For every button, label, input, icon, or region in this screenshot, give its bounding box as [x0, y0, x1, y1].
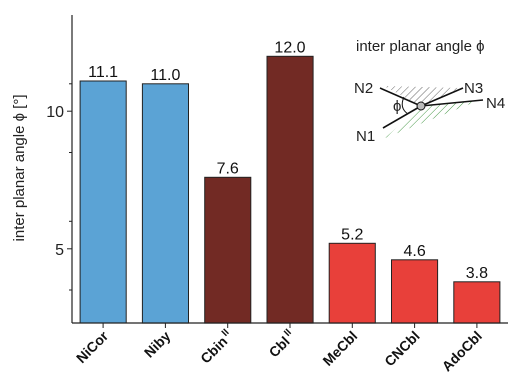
n3-bond [420, 87, 464, 107]
upper-plane-hatch [384, 86, 460, 106]
metal-atom [416, 101, 426, 111]
data-label-nicor: 11.1 [88, 64, 118, 81]
label-n4: N4 [486, 95, 505, 112]
data-label-cbin: 7.6 [217, 160, 239, 177]
bar-cbin [204, 176, 252, 324]
label-phi: ϕ [393, 98, 401, 115]
inset-title: inter planar angle ϕ [356, 38, 484, 55]
data-label-cbl: 12.0 [274, 39, 305, 56]
phi-arc [401, 96, 409, 115]
x-tick-label-nicor: NiCor [73, 327, 112, 366]
bar-adocbl [453, 281, 501, 324]
n4-bond [420, 99, 484, 107]
x-tick-label-cbl: CblII [265, 327, 298, 360]
x-labels-group: NiCor Niby CbinII CblII MeCbl CNCbl AdoCbl [73, 323, 485, 374]
x-tick-label-mecbl: MeCbl [319, 328, 360, 369]
label-n1: N1 [356, 128, 375, 145]
y-tick-label: 5 [55, 242, 64, 259]
bar-mecbl [328, 242, 376, 324]
n1-bond [382, 105, 422, 129]
data-labels-group: 11.1 11.0 7.6 12.0 5.2 4.6 3.8 [88, 39, 488, 281]
label-n3: N3 [464, 80, 483, 97]
label-n2: N2 [354, 80, 373, 97]
y-axis-title: inter planar angle ϕ [°] [11, 95, 28, 242]
bar-cncbl [391, 259, 439, 324]
n2-bond [379, 87, 422, 107]
y-tick-label: 10 [46, 104, 64, 121]
bar-niby [141, 83, 189, 324]
data-label-adocbl: 3.8 [466, 265, 488, 282]
x-tick-label-cbin: CbinII [196, 327, 236, 367]
x-tick-label-adocbl: AdoCbl [439, 328, 486, 375]
x-tick-label-cncbl: CNCbl [381, 328, 423, 370]
y-ticks-group: 5 10 [46, 83, 72, 291]
bar-cbl [266, 55, 314, 324]
lower-plane-hatch [385, 100, 480, 138]
data-label-niby: 11.0 [150, 67, 180, 84]
bars-group [79, 55, 501, 324]
x-tick-label-niby: Niby [141, 328, 174, 361]
data-label-cncbl: 4.6 [403, 243, 425, 260]
data-label-mecbl: 5.2 [341, 226, 363, 243]
inset-diagram: inter planar angle ϕ N2 N3 N4 N1 ϕ [354, 38, 505, 145]
bar-nicor [79, 80, 127, 324]
